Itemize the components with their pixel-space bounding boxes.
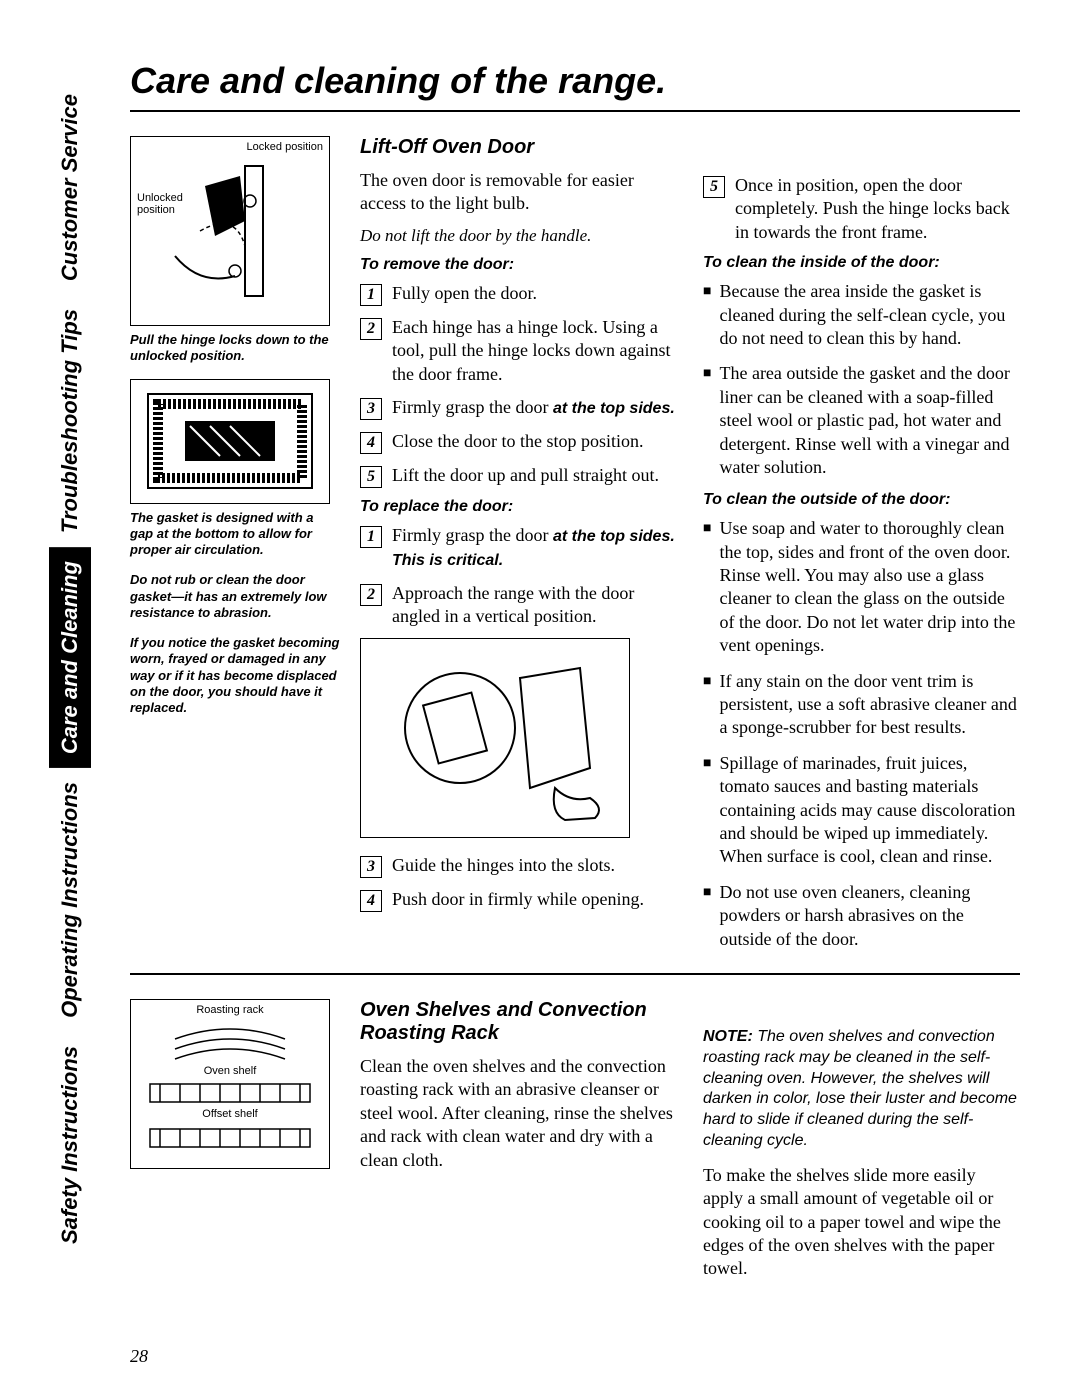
tab-operating[interactable]: Operating Instructions	[49, 768, 91, 1032]
gasket-caption-3: If you notice the gasket becoming worn, …	[130, 635, 340, 716]
remove-step-4: 4Close the door to the stop position.	[360, 430, 677, 454]
right-step-5: 5Once in position, open the door complet…	[703, 174, 1020, 244]
section-rule	[130, 973, 1020, 975]
shelves-note: NOTE: The oven shelves and convection ro…	[703, 1027, 1020, 1152]
clean-outside-2: If any stain on the door vent trim is pe…	[703, 670, 1020, 740]
tab-customer-service[interactable]: Customer Service	[49, 80, 91, 295]
lift-off-heading: Lift-Off Oven Door	[360, 136, 677, 159]
side-tabs: Customer Service Troubleshooting Tips Ca…	[40, 60, 100, 1357]
col-right: 5Once in position, open the door complet…	[703, 136, 1020, 963]
col-left: Lift-Off Oven Door The oven door is remo…	[360, 136, 677, 963]
gasket-caption-2: Do not rub or clean the door gasket—it h…	[130, 572, 340, 621]
replace-step-1: 1Firmly grasp the door at the top sides.…	[360, 524, 677, 572]
hinge-caption: Pull the hinge locks down to the unlocke…	[130, 332, 340, 365]
replace-step-4: 4Push door in firmly while opening.	[360, 888, 677, 912]
page-title: Care and cleaning of the range.	[130, 60, 1020, 102]
remove-step-5: 5Lift the door up and pull straight out.	[360, 464, 677, 488]
rack-label-2: Oven shelf	[131, 1065, 329, 1077]
tab-troubleshooting[interactable]: Troubleshooting Tips	[49, 295, 91, 547]
locked-label: Locked position	[247, 141, 323, 153]
clean-inside-heading: To clean the inside of the door:	[703, 254, 1020, 272]
shelves-col-right: NOTE: The oven shelves and convection ro…	[703, 999, 1020, 1291]
replace-step-2: 2Approach the range with the door angled…	[360, 582, 677, 629]
clean-outside-list: Use soap and water to thoroughly clean t…	[703, 517, 1020, 951]
shelves-heading: Oven Shelves and Convection Roasting Rac…	[360, 999, 677, 1045]
gasket-caption-1: The gasket is designed with a gap at the…	[130, 510, 340, 559]
clean-outside-4: Do not use oven cleaners, cleaning powde…	[703, 881, 1020, 951]
rack-diagram-col: Roasting rack Oven shelf Offset shelf	[130, 999, 340, 1291]
do-not-lift: Do not lift the door by the handle.	[360, 226, 677, 246]
clean-inside-list: Because the area inside the gasket is cl…	[703, 280, 1020, 479]
shelves-col-left: Oven Shelves and Convection Roasting Rac…	[360, 999, 677, 1291]
remove-step-2: 2Each hinge has a hinge lock. Using a to…	[360, 316, 677, 386]
remove-step-3: 3Firmly grasp the door at the top sides.	[360, 396, 677, 420]
text-columns: Lift-Off Oven Door The oven door is remo…	[360, 136, 1020, 963]
section-shelves: Roasting rack Oven shelf Offset shelf	[130, 999, 1020, 1291]
intro-text: The oven door is removable for easier ac…	[360, 169, 677, 216]
title-rule	[130, 110, 1020, 112]
replace-heading: To replace the door:	[360, 498, 677, 516]
rack-label-3: Offset shelf	[131, 1108, 329, 1120]
unlocked-label: Unlocked position	[137, 192, 183, 216]
tab-care-cleaning[interactable]: Care and Cleaning	[49, 547, 91, 768]
door-angle-diagram	[360, 638, 630, 838]
replace-step-3: 3Guide the hinges into the slots.	[360, 854, 677, 878]
shelves-columns: Oven Shelves and Convection Roasting Rac…	[360, 999, 1020, 1291]
shelves-tip: To make the shelves slide more easily ap…	[703, 1164, 1020, 1281]
remove-heading: To remove the door:	[360, 256, 677, 274]
diagram-column: Locked position Unlocked position Pull t…	[130, 136, 340, 963]
clean-outside-3: Spillage of marinades, fruit juices, tom…	[703, 752, 1020, 869]
main-content: Care and cleaning of the range. Locked p…	[100, 60, 1020, 1357]
rack-label-1: Roasting rack	[131, 1004, 329, 1016]
shelves-body: Clean the oven shelves and the convectio…	[360, 1055, 677, 1172]
hinge-lock-diagram: Locked position Unlocked position	[130, 136, 330, 326]
section-lift-off-door: Locked position Unlocked position Pull t…	[130, 136, 1020, 963]
clean-inside-2: The area outside the gasket and the door…	[703, 362, 1020, 479]
clean-outside-heading: To clean the outside of the door:	[703, 491, 1020, 509]
clean-inside-1: Because the area inside the gasket is cl…	[703, 280, 1020, 350]
clean-outside-1: Use soap and water to thoroughly clean t…	[703, 517, 1020, 657]
rack-diagram: Roasting rack Oven shelf Offset shelf	[130, 999, 330, 1169]
gasket-diagram	[130, 379, 330, 504]
remove-step-1: 1Fully open the door.	[360, 282, 677, 306]
tab-safety[interactable]: Safety Instructions	[49, 1032, 91, 1258]
page-number: 28	[130, 1346, 148, 1367]
